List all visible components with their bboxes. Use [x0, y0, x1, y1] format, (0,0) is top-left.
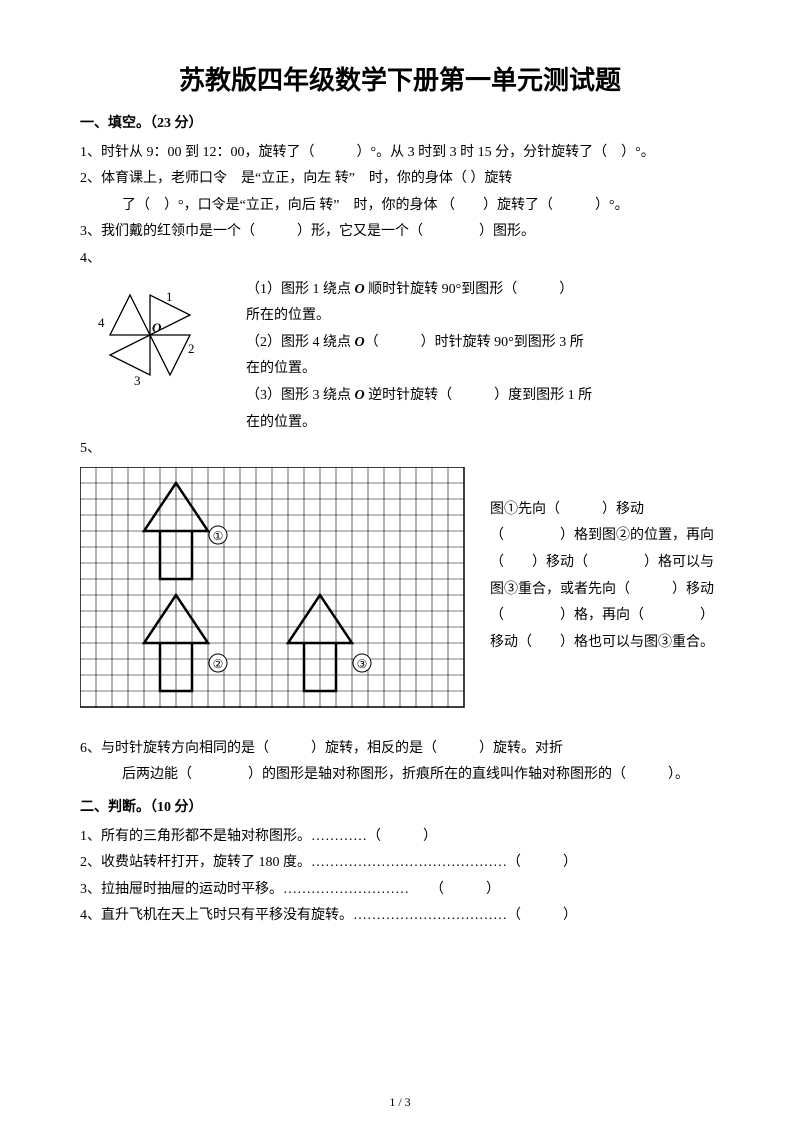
svg-text:2: 2 — [188, 341, 195, 356]
q4-label: 4、 — [80, 246, 720, 273]
q2-line1: 2、体育课上，老师口令 是“立正，向左 转” 时，你的身体（ ）旋转 — [80, 166, 720, 193]
q3: 3、我们戴的红领巾是一个（ ）形，它又是一个（ ）图形。 — [80, 219, 720, 246]
q5-block: ① ② ③ 图①先向（ ）移动（ ）格到图②的位置，再向（ ）移动（ ）格可以与… — [80, 467, 720, 722]
svg-text:①: ① — [213, 529, 224, 543]
svg-text:③: ③ — [357, 657, 368, 671]
q4-block: 1 2 3 4 O （1）图形 1 绕点 O 顺时针旋转 90°到图形（ ） 所… — [80, 277, 720, 437]
q6-line1: 6、与时针旋转方向相同的是（ ）旋转，相反的是（ ）旋转。对折 — [80, 736, 720, 763]
q4-2b: 在的位置。 — [246, 356, 720, 383]
s2-q3: 3、拉抽屉时抽屉的运动时平移。……………………… （ ） — [80, 877, 720, 904]
page-title: 苏教版四年级数学下册第一单元测试题 — [80, 60, 720, 97]
q5-figure: ① ② ③ — [80, 467, 480, 722]
section1-head: 一、填空。（23 分） — [80, 111, 720, 138]
q4-text: （1）图形 1 绕点 O 顺时针旋转 90°到图形（ ） 所在的位置。 （2）图… — [246, 277, 720, 437]
q4-1b: 所在的位置。 — [246, 303, 720, 330]
s2-q1: 1、所有的三角形都不是轴对称图形。…………（ ） — [80, 824, 720, 851]
q5-text: 图①先向（ ）移动（ ）格到图②的位置，再向（ ）移动（ ）格可以与图③重合，或… — [490, 467, 720, 657]
q4-2a: （2）图形 4 绕点 O（ ）时针旋转 90°到图形 3 所 — [246, 330, 720, 357]
svg-text:3: 3 — [134, 373, 141, 388]
section2-head: 二、判断。（10 分） — [80, 795, 720, 822]
q4-figure: 1 2 3 4 O — [80, 277, 230, 402]
q4-3b: 在的位置。 — [246, 410, 720, 437]
q4-3a: （3）图形 3 绕点 O 逆时针旋转（ ）度到图形 1 所 — [246, 383, 720, 410]
q1: 1、时针从 9：00 到 12：00，旋转了（ ）°。从 3 时到 3 时 15… — [80, 140, 720, 167]
s2-q2: 2、收费站转杆打开，旋转了 180 度。……………………………………（ ） — [80, 850, 720, 877]
q2-line2: 了（ ）°，口令是“立正，向后 转” 时，你的身体 （ ）旋转了（ ）°。 — [80, 193, 720, 220]
s2-q4: 4、直升飞机在天上飞时只有平移没有旋转。……………………………（ ） — [80, 903, 720, 930]
q4-1a: （1）图形 1 绕点 O 顺时针旋转 90°到图形（ ） — [246, 277, 720, 304]
svg-text:4: 4 — [98, 315, 105, 330]
svg-text:②: ② — [213, 657, 224, 671]
q6-line2: 后两边能（ ）的图形是轴对称图形，折痕所在的直线叫作轴对称图形的（ ）。 — [80, 762, 720, 789]
svg-text:1: 1 — [166, 289, 173, 304]
page-footer: 1 / 3 — [0, 1095, 800, 1110]
page: 苏教版四年级数学下册第一单元测试题 一、填空。（23 分） 1、时针从 9：00… — [0, 0, 800, 1132]
svg-text:O: O — [152, 320, 162, 335]
q5-label: 5、 — [80, 436, 720, 463]
